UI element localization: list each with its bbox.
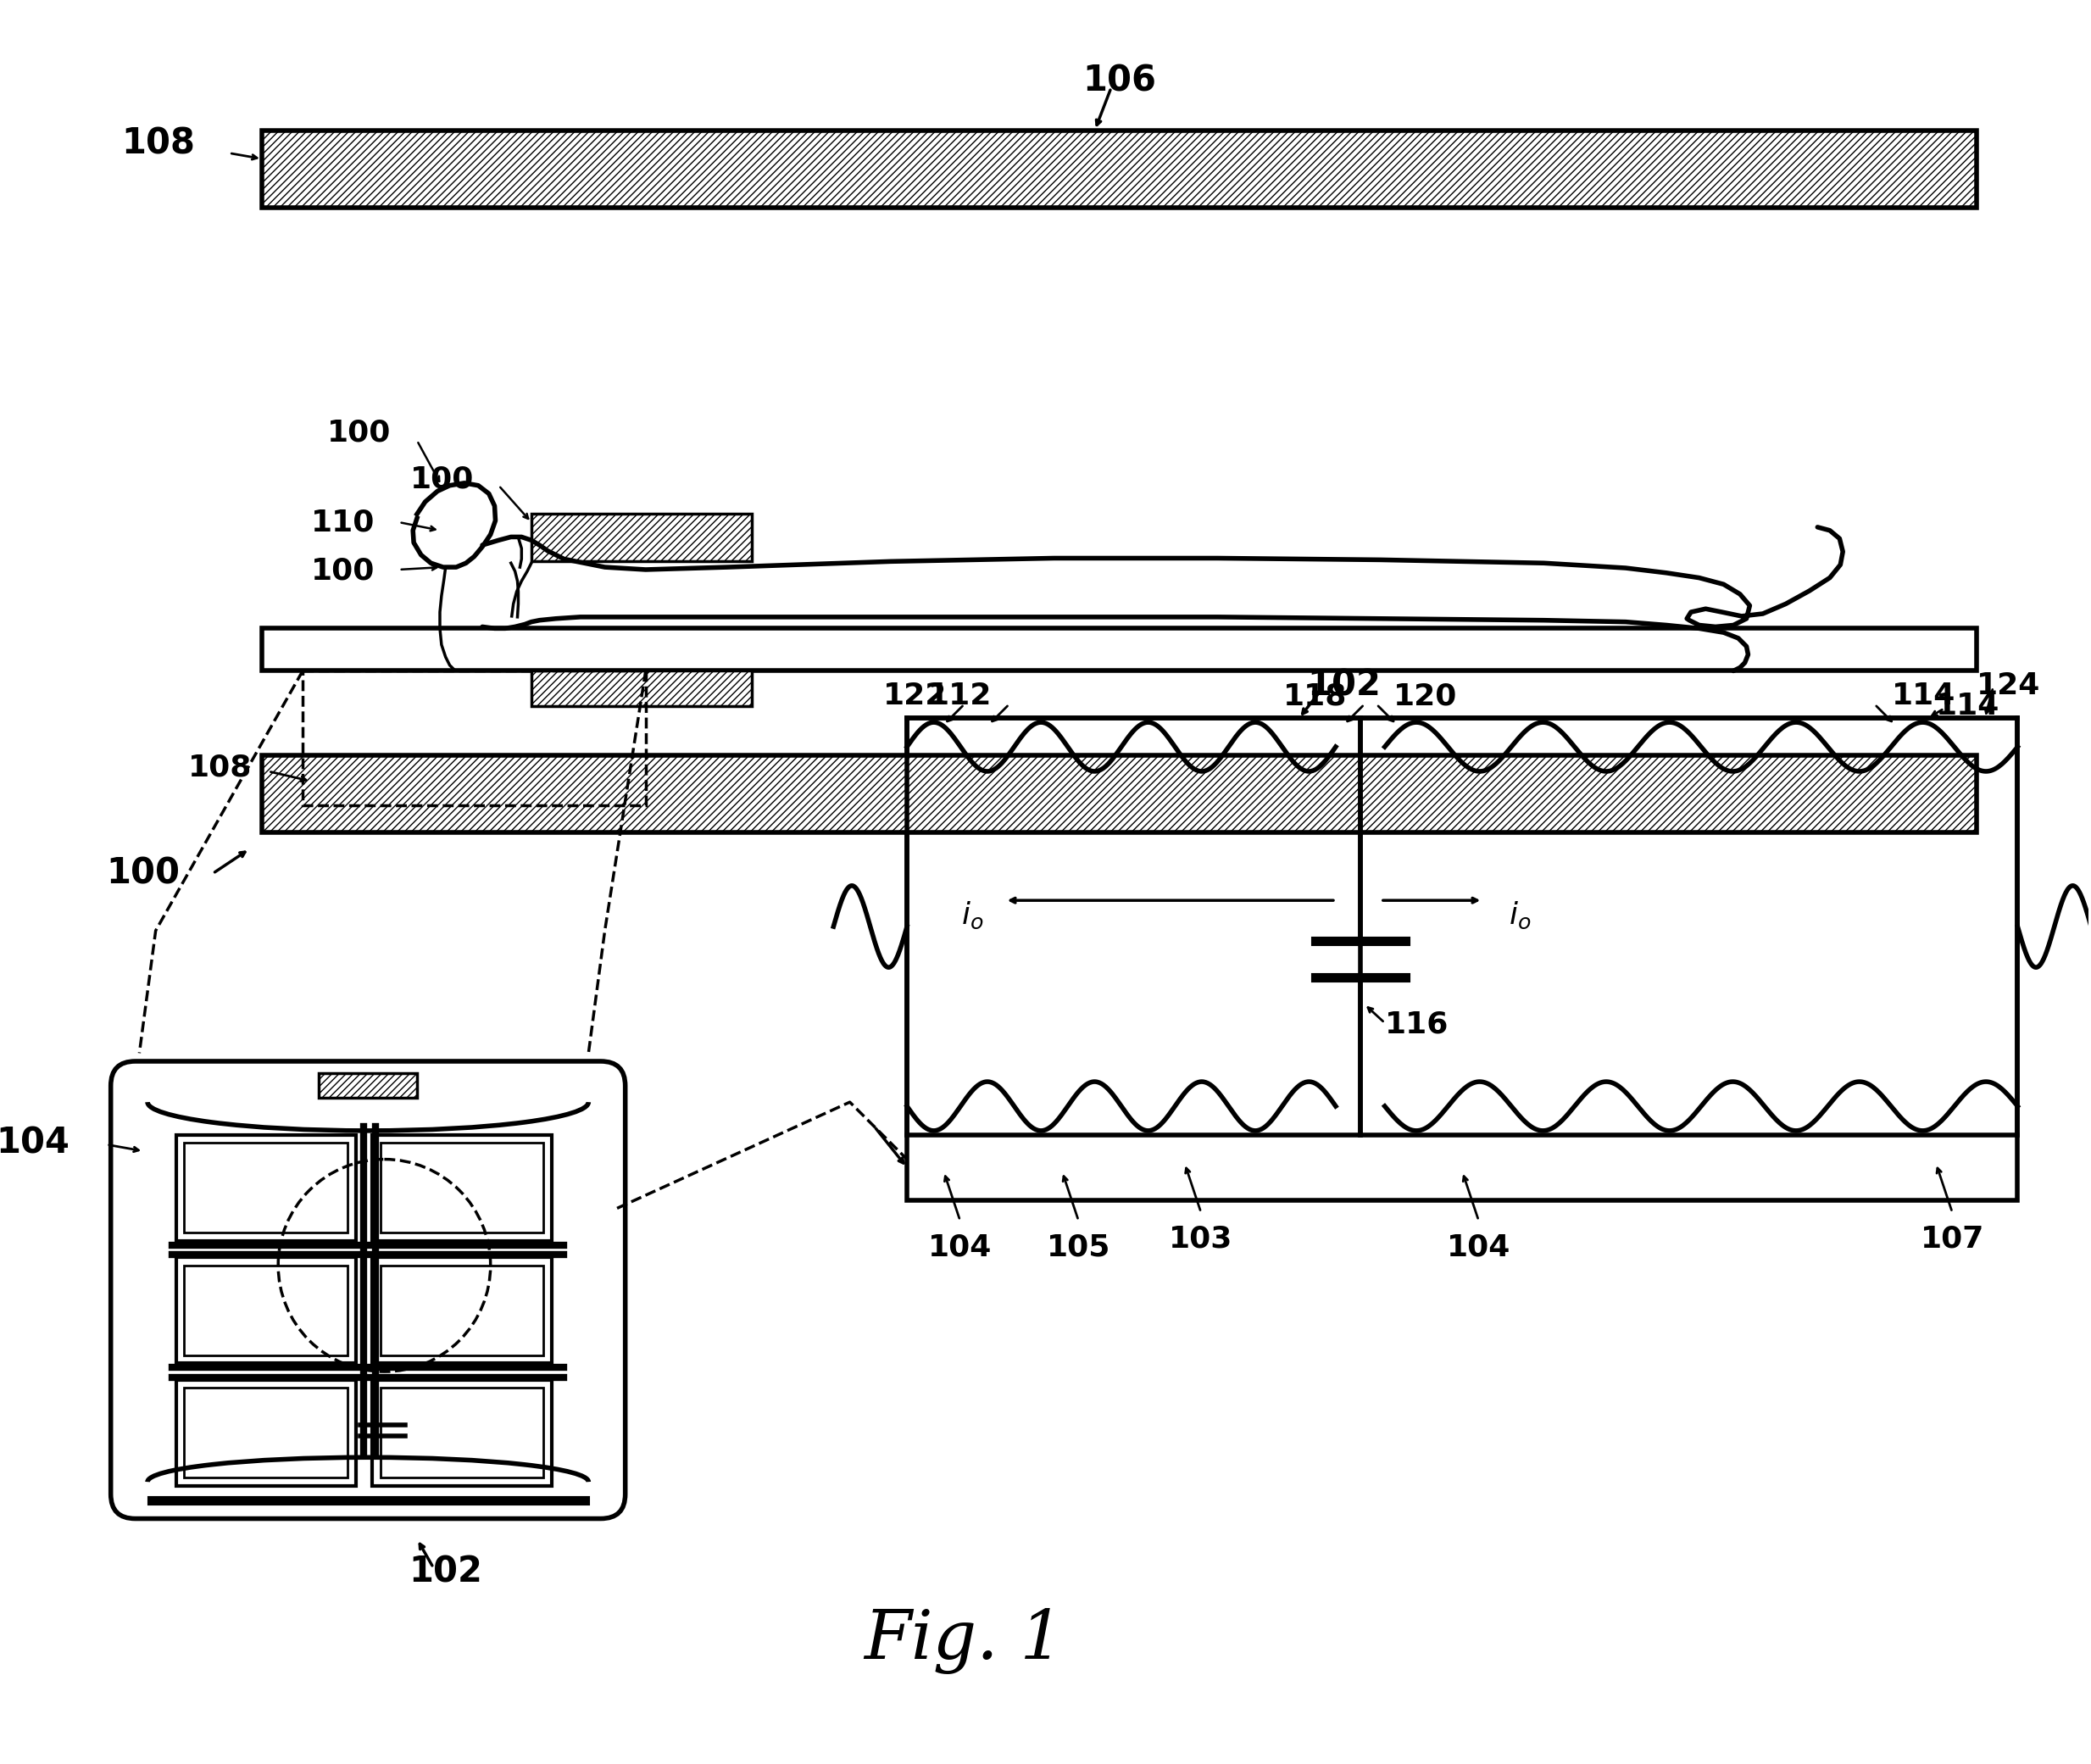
Bar [261,131,1976,208]
Text: $i_o$: $i_o$ [962,900,983,930]
Text: 114: 114 [1936,691,1999,720]
Bar [372,1258,552,1364]
Text: 102: 102 [410,1554,483,1589]
Bar [531,670,753,706]
FancyBboxPatch shape [111,1062,625,1519]
Bar [176,1134,355,1240]
Text: 100: 100 [312,557,374,586]
Bar [320,1074,416,1097]
Bar [261,628,1976,670]
Text: 116: 116 [1384,1011,1449,1039]
Text: 104: 104 [928,1233,991,1261]
Text: 122: 122 [882,683,947,711]
Bar [531,513,753,561]
Text: 102: 102 [1307,669,1380,704]
Bar [907,718,2018,1200]
Text: 114: 114 [1892,683,1955,711]
Text: 108: 108 [121,125,194,161]
Text: Fig. 1: Fig. 1 [864,1609,1064,1674]
Bar [372,1379,552,1485]
Bar [320,1074,416,1097]
Text: 124: 124 [1976,670,2041,700]
Text: 118: 118 [1284,683,1347,711]
Text: 120: 120 [1393,683,1457,711]
Bar [303,670,646,806]
Text: 110: 110 [312,508,374,536]
Text: 104: 104 [1447,1233,1510,1261]
Bar [184,1265,347,1355]
Text: 100: 100 [107,856,180,891]
Text: 104: 104 [0,1125,69,1161]
Text: 103: 103 [1169,1224,1234,1254]
Text: 100: 100 [326,418,391,446]
Bar [261,755,1976,833]
Text: 108: 108 [188,753,253,781]
Bar [381,1388,544,1478]
Text: 107: 107 [1920,1224,1984,1254]
Text: 100: 100 [410,466,475,494]
Text: 112: 112 [928,683,991,711]
Bar [381,1265,544,1355]
Text: 105: 105 [1046,1233,1110,1261]
Text: 106: 106 [1083,64,1156,99]
Bar [531,670,753,706]
Bar [176,1379,355,1485]
Bar [381,1143,544,1233]
Bar [176,1258,355,1364]
Bar [261,131,1976,208]
Text: $i_o$: $i_o$ [1508,900,1531,930]
Bar [372,1134,552,1240]
Bar [184,1143,347,1233]
Bar [261,755,1976,833]
Bar [531,513,753,561]
Bar [184,1388,347,1478]
